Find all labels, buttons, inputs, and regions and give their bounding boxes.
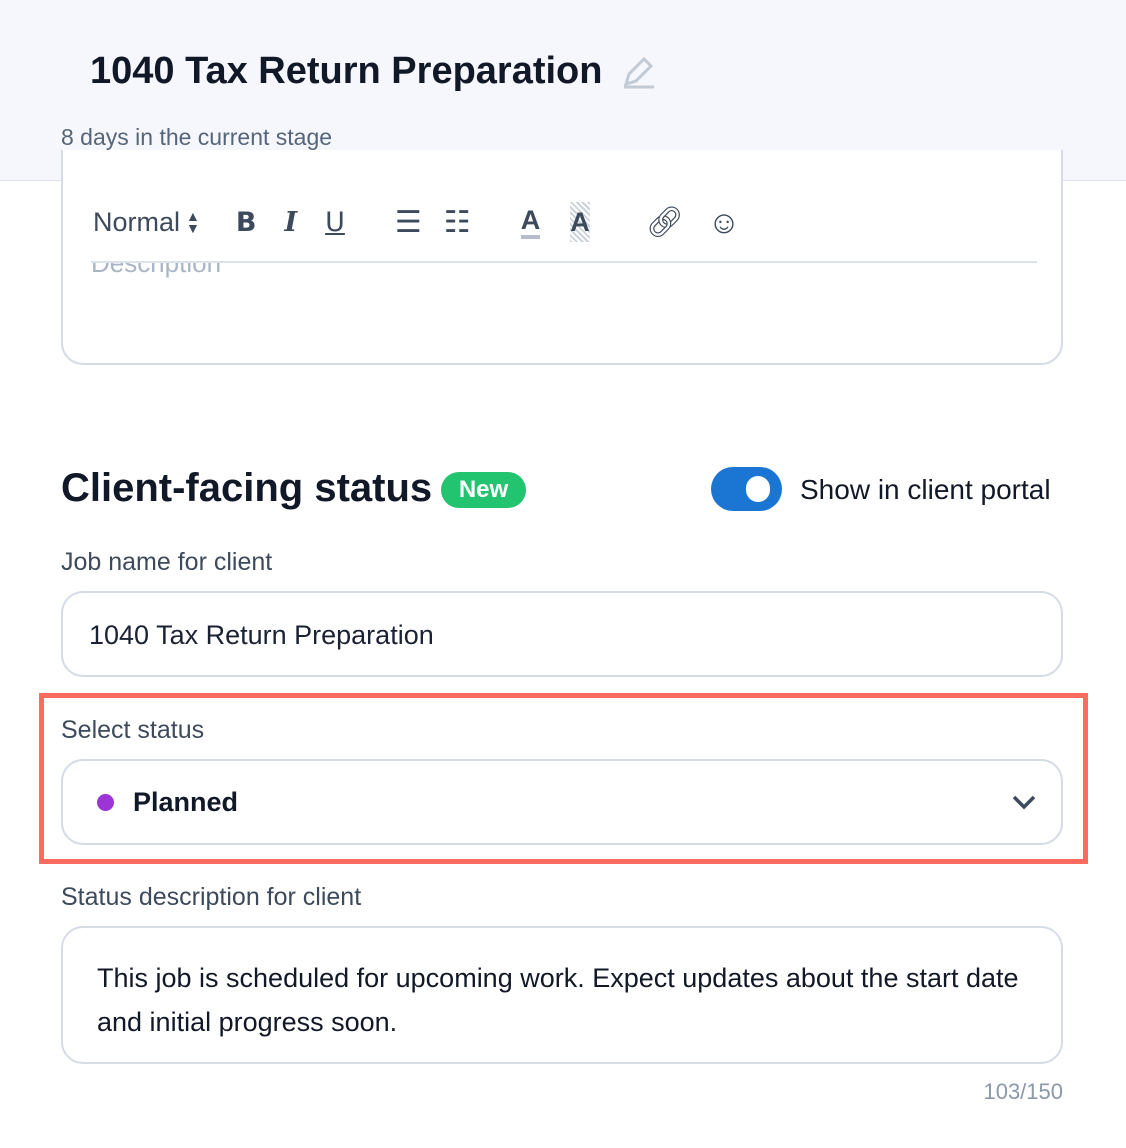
- title-text: 1040 Tax Return Preparation: [90, 50, 603, 92]
- text-color-icon[interactable]: A: [520, 205, 541, 239]
- char-count: 103/150: [983, 1079, 1063, 1104]
- section-heading: Client-facing status: [61, 466, 433, 510]
- toggle-label: Show in client portal: [800, 474, 1051, 505]
- link-icon[interactable]: 🔗︎: [645, 205, 684, 239]
- page-title: 1040 Tax Return Preparation: [90, 50, 656, 93]
- client-portal-toggle[interactable]: [711, 467, 782, 511]
- status-dot: [97, 793, 114, 811]
- format-select[interactable]: Normal ▲ ▼: [93, 202, 200, 242]
- ordered-list-icon[interactable]: ☰: [394, 205, 422, 239]
- toolbar-divider: [91, 261, 1037, 263]
- bullet-list-icon[interactable]: ☷: [443, 205, 471, 239]
- status-description-value: This job is scheduled for upcoming work.…: [97, 963, 1019, 1037]
- chevron-down-icon: [1012, 795, 1036, 810]
- sort-arrows-icon: ▲ ▼: [186, 208, 200, 236]
- italic-icon[interactable]: I: [284, 206, 298, 238]
- job-name-value: 1040 Tax Return Preparation: [89, 620, 434, 650]
- highlight-box: [39, 693, 1088, 864]
- underline-icon[interactable]: U: [325, 206, 345, 238]
- description-editor[interactable]: Normal ▲ ▼ B I U ☰ ☷ A A 🔗︎ ☺ Description: [61, 150, 1063, 365]
- job-name-input[interactable]: 1040 Tax Return Preparation: [61, 591, 1063, 677]
- new-badge: New: [441, 472, 526, 508]
- stage-duration: 8 days in the current stage: [61, 124, 333, 150]
- status-value: Planned: [133, 786, 239, 817]
- status-select[interactable]: Planned: [61, 759, 1063, 845]
- format-value: Normal: [93, 206, 181, 237]
- highlight-icon[interactable]: A: [570, 202, 590, 242]
- status-description-input[interactable]: This job is scheduled for upcoming work.…: [61, 926, 1063, 1064]
- job-name-label: Job name for client: [61, 548, 273, 576]
- editor-toolbar: Normal ▲ ▼ B I U ☰ ☷ A A 🔗︎ ☺: [93, 202, 740, 242]
- emoji-icon[interactable]: ☺: [707, 203, 741, 240]
- bold-icon[interactable]: B: [235, 206, 257, 238]
- pencil-icon[interactable]: [620, 54, 656, 90]
- description-placeholder: Description: [91, 248, 222, 278]
- status-label: Select status: [61, 716, 205, 744]
- status-description-label: Status description for client: [61, 883, 362, 911]
